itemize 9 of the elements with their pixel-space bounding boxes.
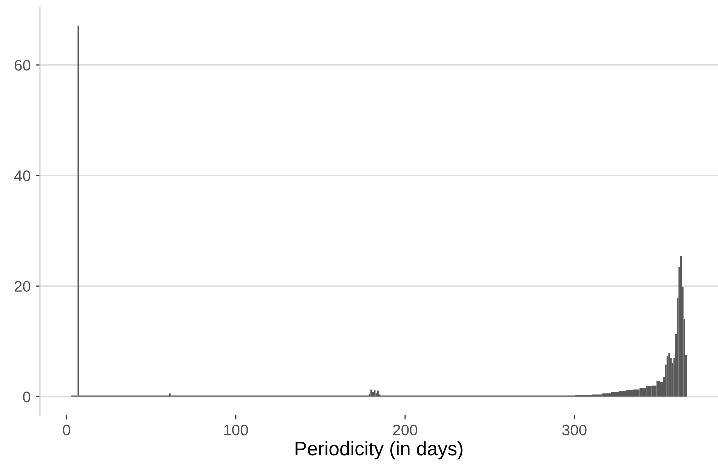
y-tick-label: 20	[14, 281, 31, 292]
x-tick-label: 300	[562, 424, 587, 436]
x-tick-label: 100	[224, 424, 248, 436]
y-tick-label: 0	[23, 392, 31, 403]
x-axis-title: Periodicity (in days)	[296, 441, 463, 460]
x-tick-label: 200	[393, 424, 418, 436]
y-tick-label: 60	[14, 60, 31, 71]
y-tick-label: 40	[14, 170, 31, 182]
x-tick-label: 0	[63, 424, 70, 436]
